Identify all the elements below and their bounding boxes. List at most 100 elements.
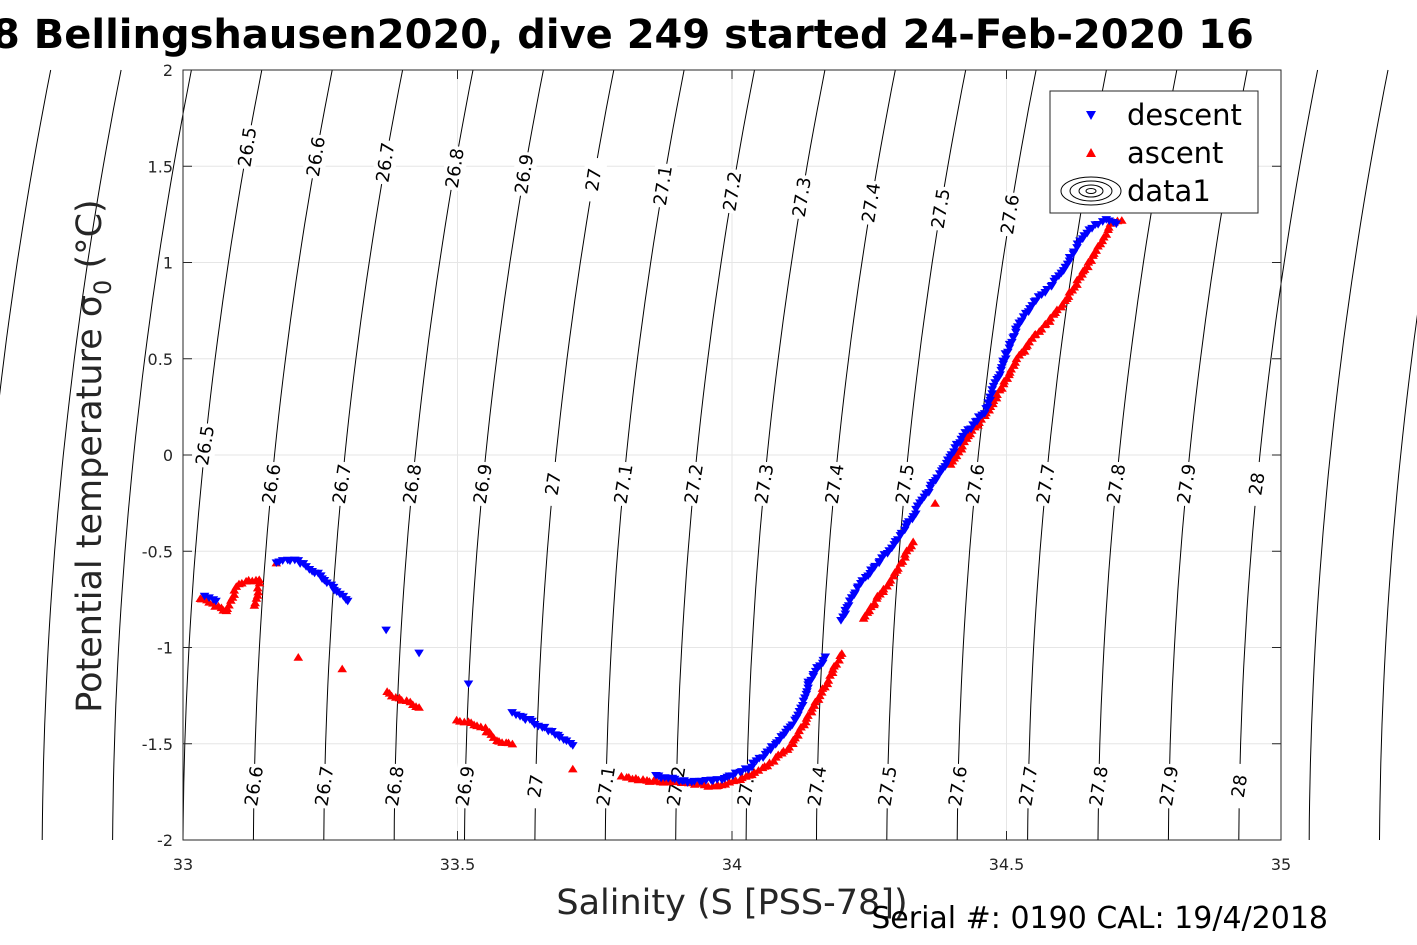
isopycnal-label-background [890,460,920,508]
ascent-point [337,664,348,673]
y-axis-ticks: -2 -1.5 -1 -0.5 0 0.5 1 1.5 2 [142,61,1281,850]
isopycnal-label: 27.8 [1101,460,1131,508]
isopycnal-label: 27 [538,460,568,508]
ascent-point [908,537,918,546]
isopycnal-label-background [926,185,956,233]
serial-cal-footer: Serial #: 0190 CAL: 19/4/2018 [871,901,1328,936]
isopycnal-label-background [1172,460,1201,508]
isopycnal-label: 27.4 [802,762,832,810]
ascent-point [251,594,262,602]
isopycnal-label: 26.6 [301,133,331,181]
isopycnal-label-background [820,460,850,508]
ascent-point [249,601,260,609]
ascent-point [869,598,880,607]
ascent-point [893,564,903,572]
ascent-point [237,578,247,587]
isopycnal-line [1379,314,1417,841]
ascent-point [769,756,779,765]
isopycnal-label-background [327,460,357,508]
isopycnal-label: 26.9 [450,762,480,810]
isopycnal-label-background [718,167,747,215]
isopycnal-label-background [856,179,886,227]
y-axis-label: Potential temperature σ0 (°C) [70,199,117,712]
y-tick-label: 2 [163,61,173,80]
isopycnal-line [0,69,52,396]
isopycnal-label: 27.6 [943,762,973,810]
isopycnal-label-background [802,762,832,810]
descent-point [911,510,921,519]
ascent-point [957,441,967,450]
ascent-point [837,649,847,657]
isopycnal-label-background [190,421,220,469]
descent-point [982,403,993,412]
isopycnal-label: 28 [1242,460,1272,508]
descent-point [1042,285,1052,294]
isopycnal-line [1238,69,1319,841]
descent-point [747,763,757,772]
isopycnal-label-background [579,156,608,204]
isopycnal-label-background [301,133,331,181]
isopycnal-label-background [398,460,427,508]
isopycnal-label-text: 28 [1245,471,1269,497]
descent-point [820,653,831,662]
ascent-point [253,587,263,596]
isopycnal-label-background [371,138,400,186]
descent-point [1072,244,1082,252]
ascent-point [414,703,424,711]
descent-point [463,680,474,689]
ascent-point [252,583,263,592]
isopycnal-line [252,69,333,841]
ascent-point [793,730,803,739]
ascent-point [834,655,844,664]
descent-point [995,371,1005,379]
descent-point [924,488,934,497]
ascent-point [1083,262,1093,271]
descent-point [1004,344,1015,353]
y-axis-label-prefix: Potential temperature [70,317,110,713]
ascent-point [1040,319,1051,328]
ascent-point [229,590,240,598]
ascent-point [1019,346,1030,355]
ascent-point [864,606,875,615]
isopycnal-line [112,69,192,841]
isopycnal-label-text: 27 [542,471,566,497]
legend-ascent-marker [1086,148,1096,157]
ascent-point [224,600,234,609]
ascent-point [897,557,908,565]
x-tick-label: 34 [722,855,742,874]
isopycnal-label-background [1014,762,1043,810]
legend-contour-icon [1060,176,1122,206]
descent-point [1111,220,1122,229]
isopycnal-label-background [521,762,551,810]
legend-ascent-label: ascent [1127,136,1223,170]
isopycnal-label: 27.9 [1172,460,1201,508]
isopycnal-label-background [239,762,269,810]
descent-point [843,602,854,610]
descent-point [870,562,880,571]
isopycnal-label-background [648,162,678,209]
isopycnal-line [393,69,474,841]
isopycnal-line [323,69,404,841]
isopycnal-label-text: 28 [1228,773,1252,799]
chart-title: 8 Bellingshausen2020, dive 249 started 2… [0,12,1254,58]
ascent-point [997,384,1007,392]
isopycnal-label-background [995,190,1025,238]
legend-descent-marker [1086,111,1096,120]
isopycnal-label-background [679,460,709,508]
isopycnal-label: 27 [521,762,551,810]
descent-point [554,733,565,742]
y-tick-label: 1.5 [148,157,173,176]
isopycnal-label: 27.5 [873,762,902,810]
x-axis-ticks: 33 33.5 34 34.5 35 [173,70,1291,874]
isopycnal-label: 26.6 [257,460,286,508]
ascent-point [254,578,265,587]
descent-point [987,390,997,398]
descent-point [979,410,990,418]
descent-point [1068,248,1079,257]
isopycnal-label-background [1242,460,1272,508]
isopycnal-label: 27.6 [995,190,1025,238]
ascent-point [1072,280,1082,288]
isopycnal-label-background [450,762,480,810]
descent-point [1093,220,1103,229]
ascent-point [567,764,578,773]
